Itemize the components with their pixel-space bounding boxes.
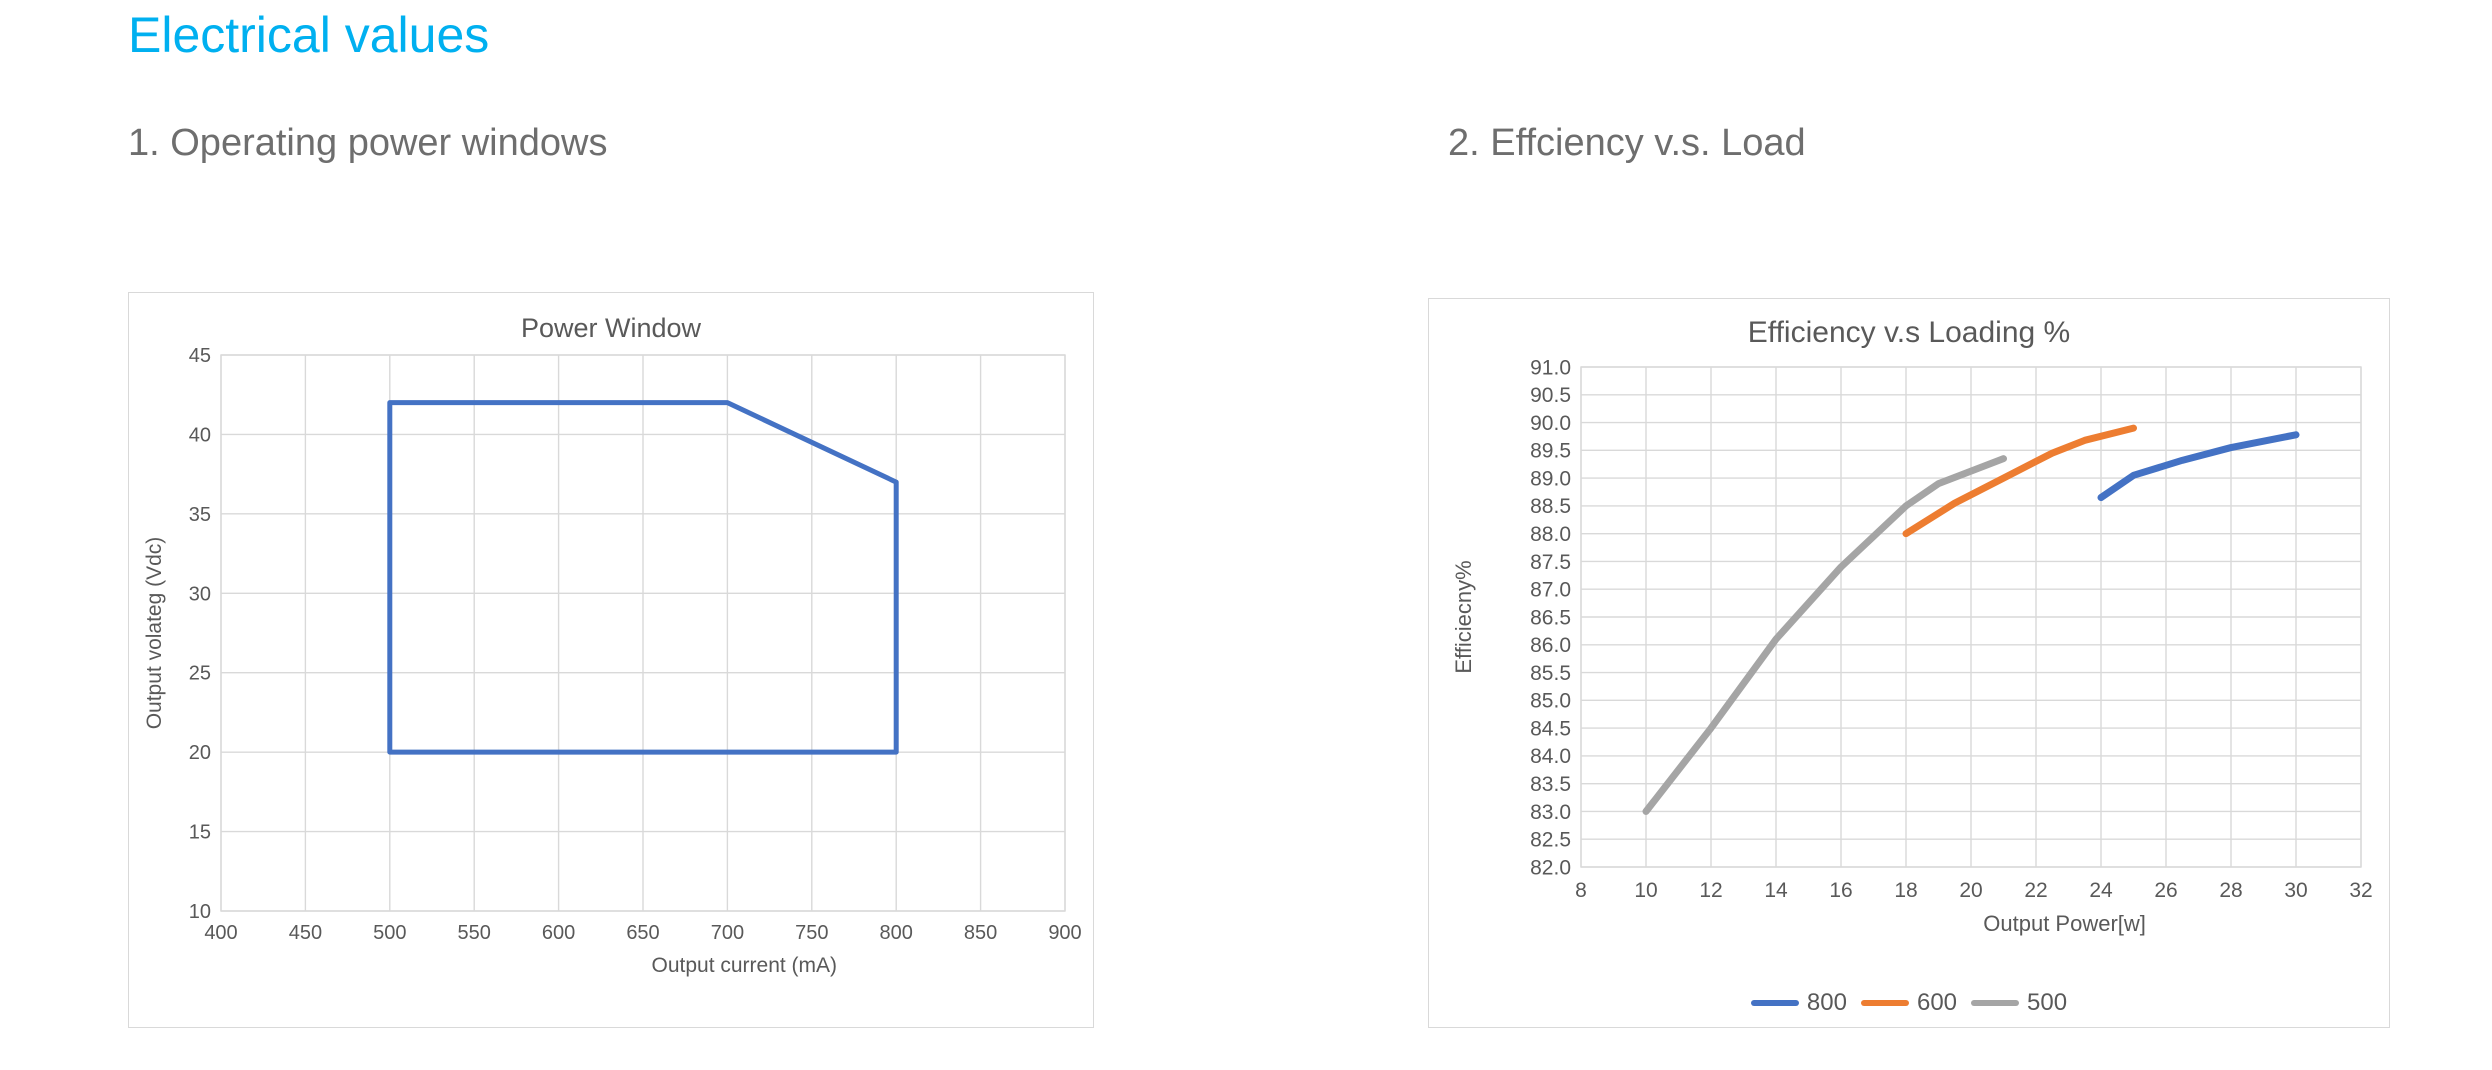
legend-item-500[interactable]: 500	[1971, 991, 2067, 1015]
chart-power-window: Power Window 10 15 20 25 30 35 40 45 400 450 500 55…	[128, 292, 1094, 1028]
y-axis-tick-label: 20	[189, 742, 211, 764]
y-axis-tick-label: 88.0	[1530, 523, 1571, 546]
y-axis-tick-label: 87.5	[1530, 551, 1571, 574]
y-axis-tick-label: 83.5	[1530, 773, 1571, 796]
y-axis-tick-label: 82.5	[1530, 829, 1571, 852]
legend-swatch-icon	[1971, 1000, 2020, 1006]
x-axis-tick-label: 22	[2024, 879, 2047, 902]
x-axis-tick-label: 450	[289, 922, 322, 944]
x-axis-title: Output current (mA)	[651, 954, 837, 977]
y-axis-title: Efficiecny%	[1451, 560, 1476, 673]
y-axis-tick-label: 83.0	[1530, 801, 1571, 824]
y-axis-tick-label: 91.0	[1530, 356, 1571, 379]
y-axis-tick-label: 90.5	[1530, 384, 1571, 407]
y-axis-tick-label: 89.0	[1530, 467, 1571, 490]
x-axis-tick-label: 700	[711, 922, 744, 944]
x-axis-tick-label: 400	[204, 922, 237, 944]
y-axis-tick-label: 84.5	[1530, 717, 1571, 740]
y-axis-tick-label: 88.5	[1530, 495, 1571, 518]
legend-label: 600	[1916, 989, 1958, 1016]
x-axis-tick-label: 900	[1048, 922, 1081, 944]
y-axis-title: Output volateg (Vdc)	[143, 537, 166, 730]
page-title: Electrical values	[128, 7, 490, 63]
y-axis-tick-label: 10	[189, 901, 211, 923]
y-axis-tick-label: 45	[189, 345, 211, 367]
series-line-500	[1642, 455, 2007, 815]
x-axis-title: Output Power[w]	[1983, 911, 2146, 936]
x-axis-tick-label: 550	[458, 922, 491, 944]
x-axis-tick-label: 10	[1634, 879, 1657, 902]
y-axis-tick-label: 87.0	[1530, 579, 1571, 602]
power-window-plot: 10 15 20 25 30 35 40 45 400 450 500 550 600 650 700 750…	[143, 345, 1082, 977]
x-axis-tick-label: 28	[2219, 879, 2242, 902]
x-axis-tick-label: 500	[373, 922, 406, 944]
section-heading-operating-power-windows: 1. Operating power windows	[128, 122, 608, 164]
legend-label: 800	[1806, 989, 1847, 1016]
x-axis-tick-label: 850	[964, 922, 997, 944]
x-axis-tick-label: 8	[1575, 879, 1587, 902]
y-axis-tick-label: 25	[189, 663, 211, 685]
y-axis-tick-label: 90.0	[1530, 412, 1571, 435]
x-axis-tick-label: 32	[2349, 879, 2372, 902]
efficiency-plot: 82.0 82.5 83.0 83.5 84.0 84.5 85.0 85.5 86.0 86.5…	[1451, 356, 2373, 936]
x-axis-tick-label: 16	[1829, 879, 1852, 902]
x-axis-tick-label: 30	[2284, 879, 2307, 902]
x-axis-tick-label: 750	[795, 922, 828, 944]
y-axis-tick-label: 30	[189, 583, 211, 605]
y-axis-tick-label: 85.0	[1530, 690, 1571, 713]
x-axis-tick-label: 800	[880, 922, 913, 944]
chart-efficiency-vs-loading: Efficiency v.s Loading % 82.0 82.5 83.0 83.…	[1428, 298, 2390, 1028]
x-axis-tick-label: 18	[1894, 879, 1917, 902]
y-axis-tick-label: 15	[189, 822, 211, 844]
chart-title: Efficiency v.s Loading %	[1747, 316, 2071, 349]
legend-label: 500	[2027, 989, 2068, 1016]
x-axis-tick-label: 26	[2154, 879, 2177, 902]
x-axis-tick-label: 14	[1764, 879, 1788, 902]
series-line-power-window-boundary	[387, 400, 899, 755]
section-heading-efficiency-vs-load: 2. Effciency v.s. Load	[1448, 122, 1806, 164]
y-axis-tick-label: 85.5	[1530, 662, 1571, 685]
y-axis-tick-label: 84.0	[1530, 745, 1571, 768]
series-line-800	[2097, 431, 2300, 502]
y-axis-tick-label: 86.0	[1530, 634, 1571, 657]
x-axis-tick-label: 12	[1699, 879, 1722, 902]
series-line-600	[1902, 424, 2137, 538]
x-axis-tick-label: 600	[542, 922, 575, 944]
y-axis-tick-label: 40	[189, 424, 211, 446]
y-axis-tick-label: 89.5	[1530, 440, 1571, 463]
x-axis-tick-label: 650	[626, 922, 659, 944]
chart-title: Power Window	[520, 313, 702, 343]
x-axis-tick-label: 24	[2089, 879, 2113, 902]
y-axis-tick-label: 82.0	[1530, 856, 1571, 879]
y-axis-tick-label: 86.5	[1530, 606, 1571, 629]
legend-swatch-icon	[1750, 1000, 1799, 1006]
y-axis-tick-label: 35	[189, 504, 211, 526]
legend-item-600[interactable]: 600	[1860, 989, 1958, 1016]
legend-swatch-icon	[1860, 1000, 1909, 1006]
chart-legend: 800 600 500	[1429, 991, 2389, 1015]
x-axis-tick-label: 20	[1959, 879, 1982, 902]
legend-item-800[interactable]: 800	[1750, 989, 1847, 1016]
